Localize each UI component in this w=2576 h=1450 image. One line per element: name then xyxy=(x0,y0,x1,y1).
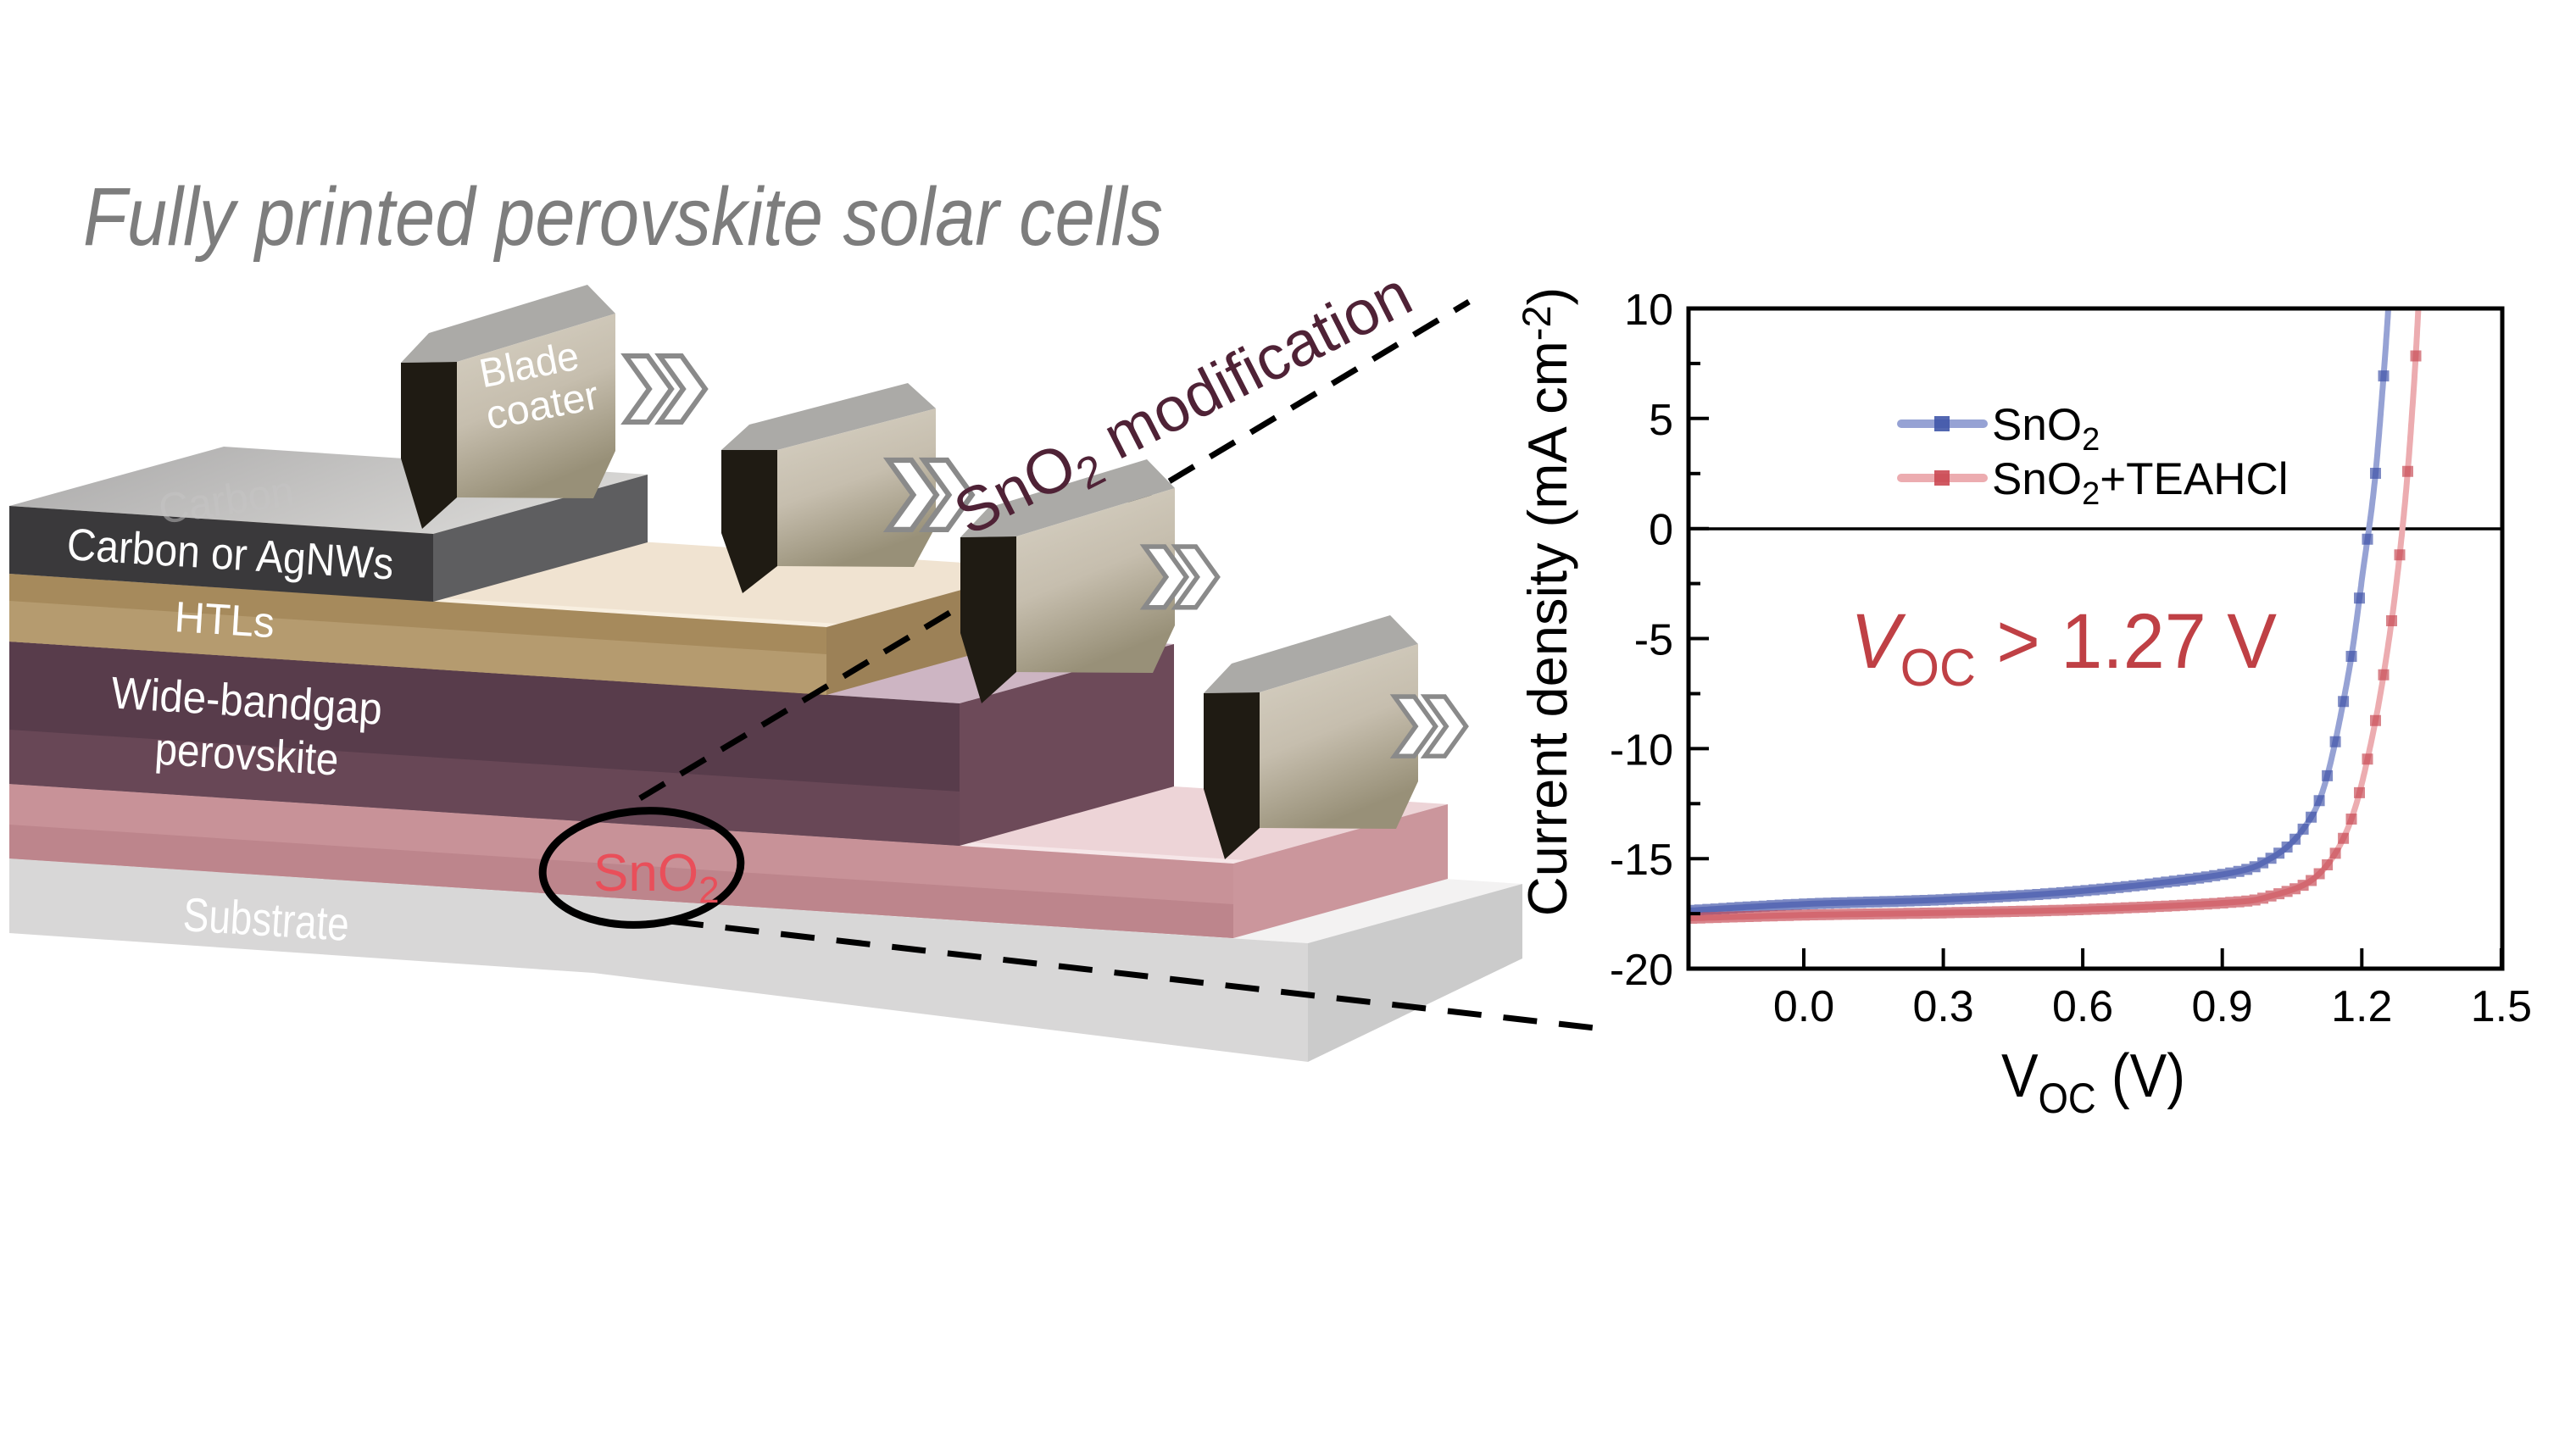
svg-text:0.0: 0.0 xyxy=(1773,982,1834,1031)
svg-text:SnO2: SnO2 xyxy=(593,844,720,911)
svg-text:0.6: 0.6 xyxy=(2052,982,2113,1031)
svg-text:-15: -15 xyxy=(1610,836,1673,885)
svg-text:Substrate: Substrate xyxy=(181,887,350,951)
svg-text:HTLs: HTLs xyxy=(173,592,275,647)
svg-text:10: 10 xyxy=(1624,286,1673,335)
svg-text:Fully printed perovskite solar: Fully printed perovskite solar cells xyxy=(83,170,1163,263)
svg-text:5: 5 xyxy=(1649,396,1673,445)
svg-text:Current density (mA cm-2): Current density (mA cm-2) xyxy=(1514,287,1578,917)
svg-text:perovskite: perovskite xyxy=(153,724,340,785)
svg-text:1.2: 1.2 xyxy=(2331,982,2392,1031)
svg-text:VOC (V): VOC (V) xyxy=(2001,1042,2185,1122)
svg-text:VOC > 1.27 V: VOC > 1.27 V xyxy=(1850,598,2277,697)
svg-text:-20: -20 xyxy=(1610,946,1673,995)
svg-text:-10: -10 xyxy=(1610,725,1673,775)
svg-text:1.5: 1.5 xyxy=(2471,982,2532,1031)
svg-text:0.9: 0.9 xyxy=(2192,982,2253,1031)
svg-text:0: 0 xyxy=(1649,506,1673,555)
svg-text:SnO2: SnO2 xyxy=(1992,400,2100,458)
svg-text:SnO2+TEAHCl: SnO2+TEAHCl xyxy=(1992,454,2289,512)
svg-text:0.3: 0.3 xyxy=(1912,982,1973,1031)
svg-text:-5: -5 xyxy=(1634,616,1673,665)
